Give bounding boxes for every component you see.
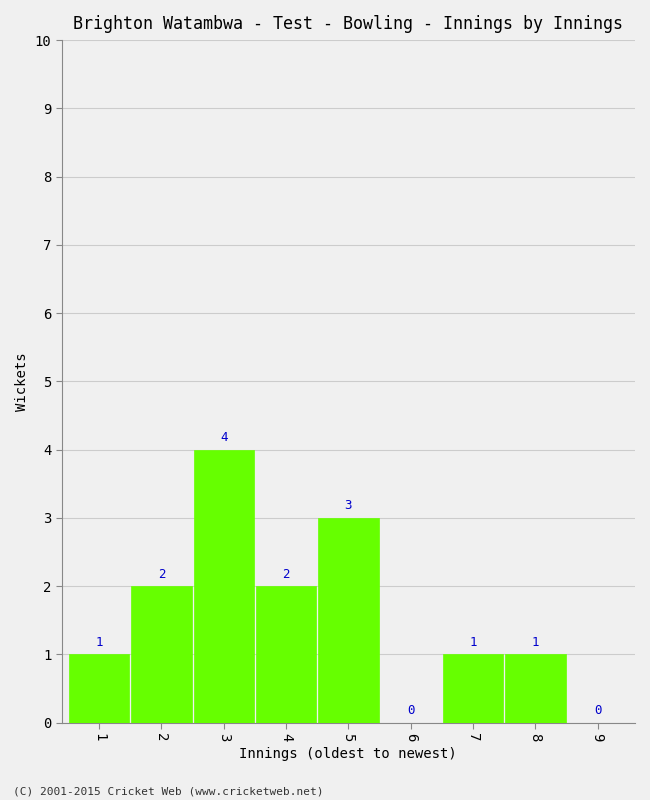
Bar [194,450,254,722]
Bar [69,654,129,722]
Text: 0: 0 [594,704,601,717]
Text: 0: 0 [407,704,415,717]
Text: 4: 4 [220,431,228,444]
X-axis label: Innings (oldest to newest): Innings (oldest to newest) [239,747,457,761]
Text: 1: 1 [96,636,103,649]
Text: (C) 2001-2015 Cricket Web (www.cricketweb.net): (C) 2001-2015 Cricket Web (www.cricketwe… [13,786,324,796]
Bar [131,586,192,722]
Title: Brighton Watambwa - Test - Bowling - Innings by Innings: Brighton Watambwa - Test - Bowling - Inn… [73,15,623,33]
Text: 2: 2 [282,568,290,581]
Bar [505,654,566,722]
Bar [318,518,378,722]
Bar [443,654,503,722]
Bar [256,586,317,722]
Text: 1: 1 [469,636,476,649]
Text: 3: 3 [344,499,352,513]
Text: 1: 1 [532,636,539,649]
Text: 2: 2 [158,568,165,581]
Y-axis label: Wickets: Wickets [15,352,29,410]
